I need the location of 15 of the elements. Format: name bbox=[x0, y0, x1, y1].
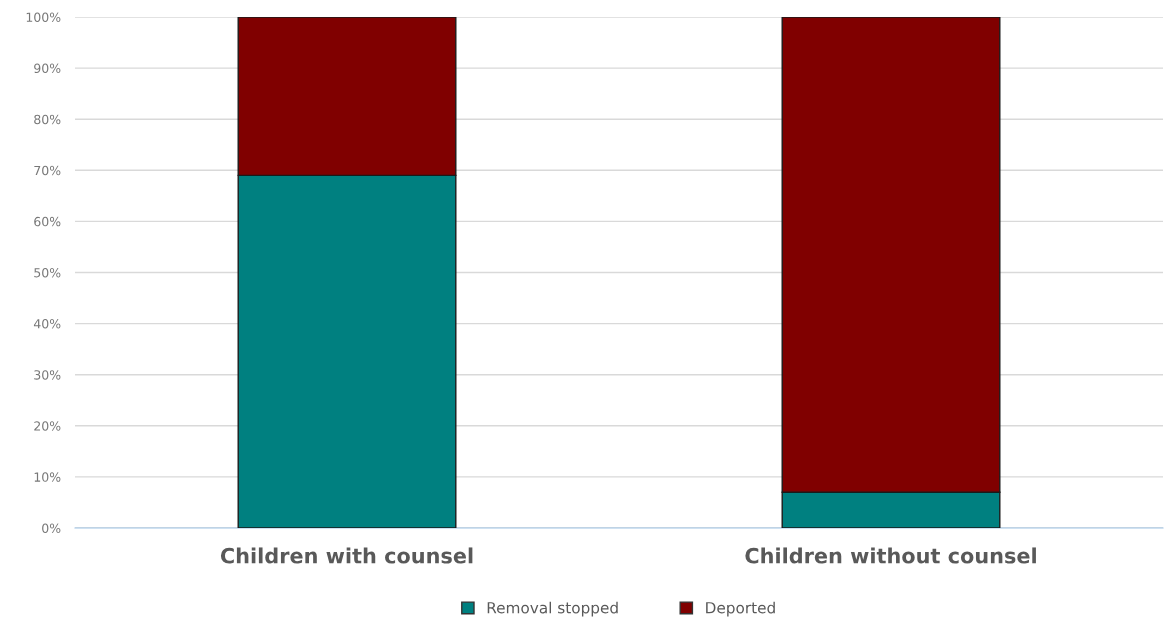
y-tick-label: 30% bbox=[34, 370, 61, 380]
legend-label: Removal stopped bbox=[487, 601, 618, 617]
y-tick-label: 10% bbox=[34, 472, 61, 482]
y-tick-label: 100% bbox=[26, 12, 61, 22]
y-tick-label: 70% bbox=[34, 165, 61, 176]
y-tick-label: 0% bbox=[42, 523, 61, 533]
x-tick-label: Children without counsel bbox=[745, 547, 1036, 564]
y-tick-label: 40% bbox=[33, 319, 61, 329]
y-tick-label: 80% bbox=[34, 114, 61, 125]
y-tick-label: 90% bbox=[34, 63, 61, 74]
y-tick-label: 20% bbox=[34, 421, 61, 431]
legend-label: Deported bbox=[706, 601, 775, 617]
y-tick-label: 60% bbox=[34, 216, 61, 227]
x-tick-label: Children with counsel bbox=[220, 547, 473, 564]
y-tick-label: 50% bbox=[34, 267, 61, 278]
